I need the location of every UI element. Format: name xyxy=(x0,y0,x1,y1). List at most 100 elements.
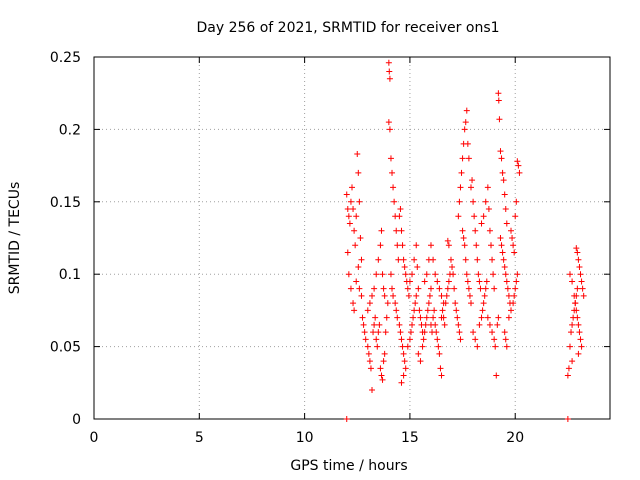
data-point xyxy=(455,321,462,328)
data-point xyxy=(350,206,357,213)
data-point xyxy=(500,177,507,184)
data-point xyxy=(569,321,576,328)
data-point xyxy=(398,227,405,234)
data-point xyxy=(347,285,354,292)
data-point xyxy=(397,329,404,336)
data-point xyxy=(473,242,480,249)
data-point xyxy=(462,256,469,263)
data-point xyxy=(472,227,479,234)
data-point xyxy=(449,263,456,270)
data-point xyxy=(501,263,508,270)
chart-title: Day 256 of 2021, SRMTID for receiver ons… xyxy=(196,20,499,36)
y-tick-label: 0.15 xyxy=(50,195,81,211)
data-point xyxy=(421,278,428,285)
data-point xyxy=(440,314,447,321)
data-point xyxy=(399,242,406,249)
data-point xyxy=(514,271,521,278)
data-point xyxy=(386,126,393,133)
data-point xyxy=(450,271,457,278)
data-point xyxy=(568,329,575,336)
data-point xyxy=(512,285,519,292)
data-points xyxy=(343,59,587,422)
data-point xyxy=(451,285,458,292)
data-point xyxy=(475,271,482,278)
data-point xyxy=(394,242,401,249)
data-point xyxy=(431,307,438,314)
data-point xyxy=(574,249,581,256)
data-point xyxy=(395,256,402,263)
data-point xyxy=(573,245,580,252)
data-point xyxy=(500,256,507,263)
data-point xyxy=(445,242,452,249)
data-point xyxy=(496,116,503,123)
data-point xyxy=(576,263,583,270)
data-point xyxy=(416,307,423,314)
data-point xyxy=(491,336,498,343)
plot-frame xyxy=(93,56,611,420)
data-point xyxy=(576,329,583,336)
data-point xyxy=(379,376,386,383)
data-point xyxy=(367,365,374,372)
data-point xyxy=(511,249,518,256)
data-point xyxy=(352,242,359,249)
data-point xyxy=(376,321,383,328)
data-point xyxy=(345,271,352,278)
data-point xyxy=(580,292,587,299)
data-point xyxy=(498,242,505,249)
data-point xyxy=(495,97,502,104)
data-point xyxy=(513,198,520,205)
data-point xyxy=(372,314,379,321)
data-point xyxy=(482,285,489,292)
data-point xyxy=(489,256,496,263)
data-point xyxy=(578,343,585,350)
data-point xyxy=(571,292,578,299)
data-point xyxy=(444,237,451,244)
data-point xyxy=(409,321,416,328)
data-point xyxy=(430,256,437,263)
data-point xyxy=(465,155,472,162)
data-point xyxy=(512,213,519,220)
data-point xyxy=(359,314,366,321)
data-point xyxy=(501,191,508,198)
data-point xyxy=(380,285,387,292)
data-point xyxy=(356,198,363,205)
data-point xyxy=(502,336,509,343)
data-point xyxy=(572,300,579,307)
data-point xyxy=(488,242,495,249)
data-point xyxy=(434,278,441,285)
data-point xyxy=(471,213,478,220)
data-point xyxy=(345,213,352,220)
data-point xyxy=(353,213,360,220)
data-point xyxy=(483,278,490,285)
data-point xyxy=(435,343,442,350)
data-point xyxy=(457,336,464,343)
data-point xyxy=(481,292,488,299)
data-point xyxy=(358,256,365,263)
tick-labels: 0 5 10 15 20 0 0.05 0.1 0.15 0.2 0.25 xyxy=(50,50,524,446)
data-point xyxy=(505,292,512,299)
data-point xyxy=(390,184,397,191)
data-point xyxy=(412,300,419,307)
data-point xyxy=(351,227,358,234)
data-point xyxy=(508,227,515,234)
data-point xyxy=(414,263,421,270)
data-point xyxy=(454,314,461,321)
data-point xyxy=(491,285,498,292)
data-point xyxy=(371,285,378,292)
data-point xyxy=(396,321,403,328)
data-point xyxy=(355,169,362,176)
data-point xyxy=(377,242,384,249)
data-point xyxy=(458,169,465,176)
data-point xyxy=(569,278,576,285)
data-point xyxy=(404,285,411,292)
data-point xyxy=(406,336,413,343)
data-point xyxy=(564,416,571,422)
data-point xyxy=(484,314,491,321)
data-point xyxy=(474,343,481,350)
data-point xyxy=(514,158,521,165)
data-point xyxy=(356,285,363,292)
data-point xyxy=(460,235,467,241)
data-point xyxy=(466,292,473,299)
x-tick-label: 20 xyxy=(506,430,524,446)
